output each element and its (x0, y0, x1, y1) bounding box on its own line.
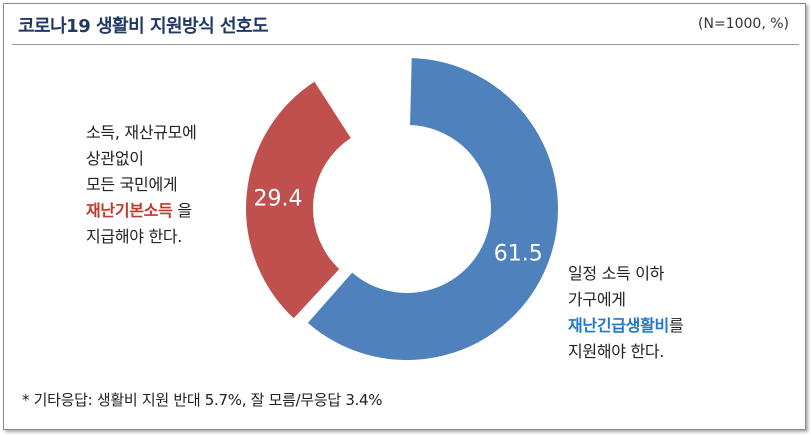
annotation-line: 재난기본소득 을 (86, 198, 197, 224)
annotation-line: 소득, 재산규모에 (86, 123, 197, 142)
annotation-line: 재난긴급생활비를 (568, 313, 684, 339)
annotation-line: 모든 국민에게 (86, 175, 178, 194)
annotation-suffix: 를 (668, 316, 684, 335)
annotation-line: 가구에게 (568, 290, 626, 309)
annotation-suffix: 을 (172, 201, 192, 220)
title-divider (12, 44, 799, 45)
value-label-emergency-support: 61.5 (494, 242, 543, 267)
sample-size-note: (N=1000, %) (698, 16, 789, 32)
annotation-emergency-support: 일정 소득 이하 가구에게 재난긴급생활비를 지원해야 한다. (568, 261, 684, 365)
annotation-line: 일정 소득 이하 (568, 264, 665, 283)
annotation-line: 상관없이 (86, 149, 144, 168)
highlight-basic-income: 재난기본소득 (86, 201, 173, 220)
annotation-line: 지급해야 한다. (86, 227, 183, 246)
annotation-basic-income: 소득, 재산규모에 상관없이 모든 국민에게 재난기본소득 을 지급해야 한다. (86, 120, 197, 250)
value-label-basic-income: 29.4 (254, 187, 303, 212)
footnote: * 기타응답: 생활비 지원 반대 5.7%, 잘 모름/무응답 3.4% (22, 391, 383, 409)
chart-title: 코로나19 생활비 지원방식 선호도 (18, 16, 269, 37)
slice-emergency-support (305, 56, 560, 362)
annotation-line: 지원해야 한다. (568, 342, 665, 361)
highlight-emergency-support: 재난긴급생활비 (568, 316, 669, 335)
slice-basic-income (244, 78, 354, 322)
